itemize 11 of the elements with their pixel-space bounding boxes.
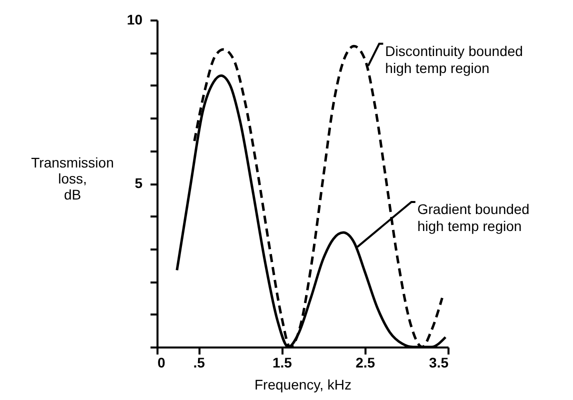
annotation: Discontinuity bounded high temp region xyxy=(385,42,523,76)
x-tick-label: .5 xyxy=(193,354,206,370)
x-tick-label: 0 xyxy=(158,354,166,370)
x-axis-title: Frequency, kHz xyxy=(254,376,352,392)
x-tick-label: 2.5 xyxy=(356,354,376,370)
y-tick-label: 5 xyxy=(134,175,143,191)
x-tick-label: 3.5 xyxy=(429,354,449,370)
annotation: Gradient bounded high temp region xyxy=(417,200,530,234)
x-tick-label: 1.5 xyxy=(272,354,292,370)
y-tick-label: 10 xyxy=(126,12,143,28)
y-axis-title: Transmission loss, dB xyxy=(31,154,114,202)
